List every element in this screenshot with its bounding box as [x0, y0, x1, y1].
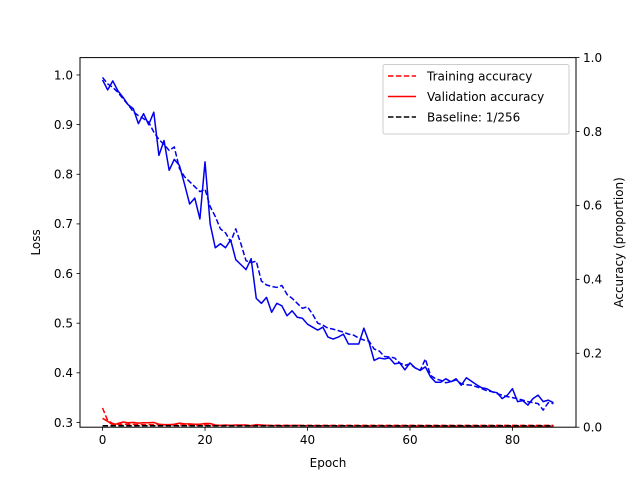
right-y-axis-ticks: 0.0 0.2 0.4 0.6 0.8 1.0 [576, 51, 602, 435]
x-axis-ticks: 0 20 40 60 80 [99, 427, 520, 447]
legend-label: Baseline: 1/256 [427, 110, 520, 124]
legend-label: Training accuracy [426, 69, 532, 83]
left-y-tick-label: 0.4 [54, 366, 73, 380]
plot-frame [79, 57, 577, 428]
x-tick-label: 60 [402, 433, 417, 447]
right-y-tick-label: 0.4 [583, 273, 602, 287]
left-y-tick-label: 0.3 [54, 416, 73, 430]
x-axis-label: Epoch [310, 456, 347, 470]
left-y-axis-label: Loss [29, 229, 43, 255]
left-y-tick-label: 0.5 [54, 316, 73, 330]
x-tick-label: 40 [300, 433, 315, 447]
series-line-1 [101, 79, 554, 406]
legend: Training accuracy Validation accuracy Base… [382, 64, 570, 135]
left-y-tick-label: 0.7 [54, 217, 73, 231]
right-y-tick-label: 0.2 [583, 347, 602, 361]
left-y-tick-label: 0.8 [54, 168, 73, 182]
x-tick-label: 0 [99, 433, 107, 447]
x-tick-label: 20 [197, 433, 212, 447]
legend-box [382, 64, 570, 135]
right-y-axis-label: Accuracy (proportion) [612, 177, 626, 307]
left-y-tick-label: 0.6 [54, 267, 73, 281]
left-y-axis-ticks: 0.3 0.4 0.5 0.6 0.7 0.8 0.9 1.0 [54, 68, 80, 430]
series-layer [101, 76, 554, 428]
legend-label: Validation accuracy [427, 90, 544, 104]
right-y-tick-label: 1.0 [583, 51, 602, 65]
left-y-tick-label: 1.0 [54, 68, 73, 82]
right-y-tick-label: 0.8 [583, 125, 602, 139]
series-line-2 [101, 407, 554, 427]
x-tick-label: 80 [505, 433, 520, 447]
series-line-0 [101, 76, 554, 411]
right-y-tick-label: 0.6 [583, 199, 602, 213]
right-y-tick-label: 0.0 [583, 421, 602, 435]
left-y-tick-label: 0.9 [54, 118, 73, 132]
